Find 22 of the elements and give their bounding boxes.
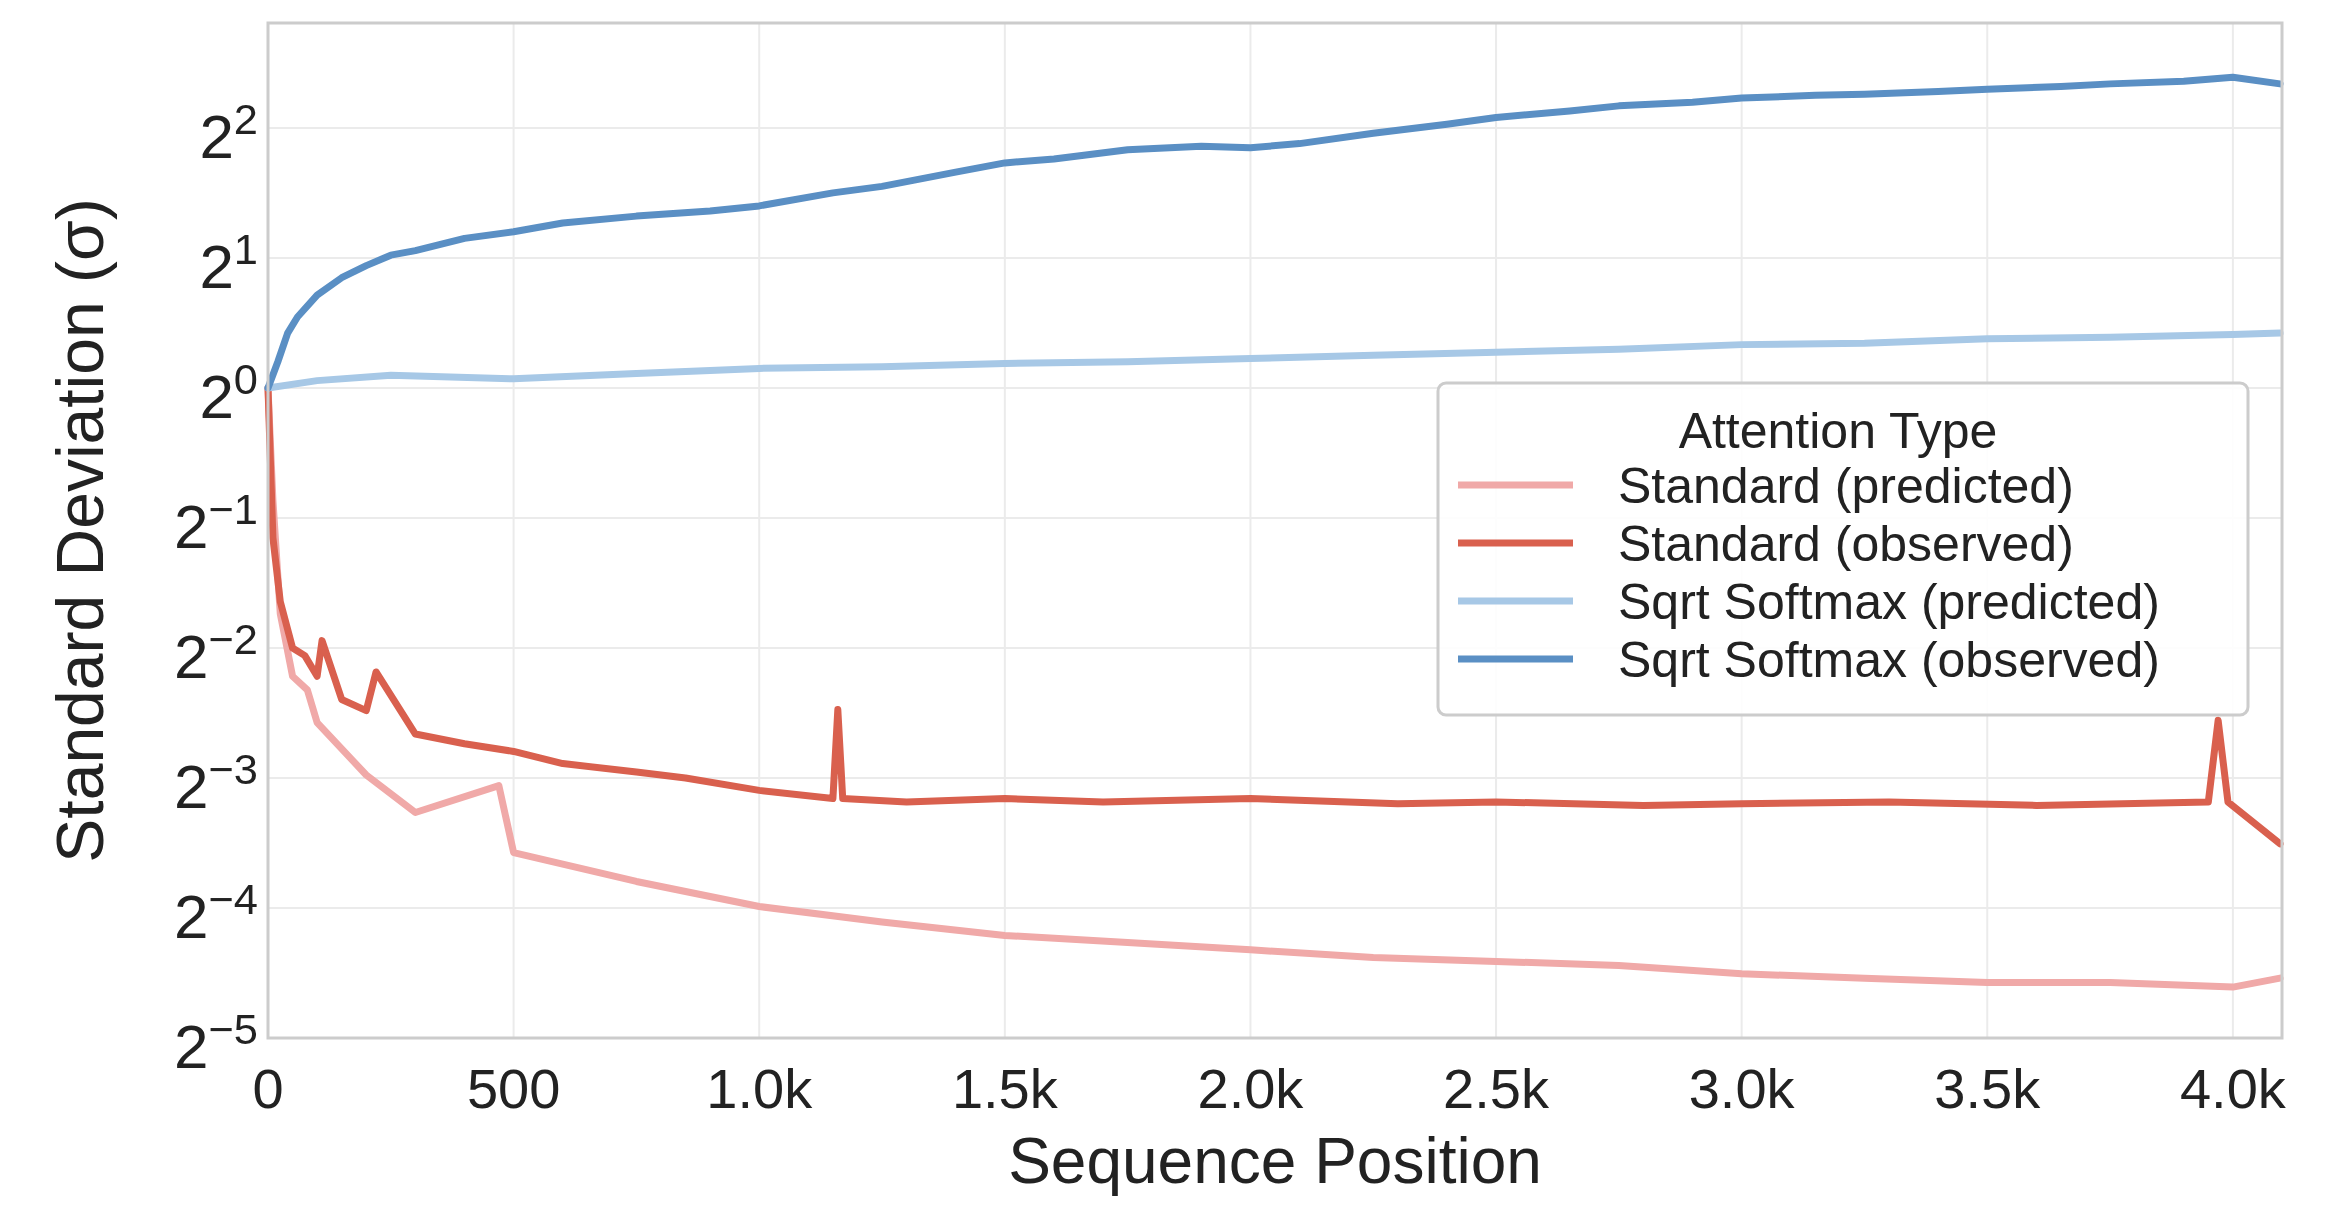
legend-label: Sqrt Softmax (observed) xyxy=(1618,632,2160,688)
x-tick-label: 1.5k xyxy=(951,1057,1059,1120)
legend-label: Standard (observed) xyxy=(1618,516,2074,572)
x-tick-label: 500 xyxy=(466,1057,561,1120)
legend-title: Attention Type xyxy=(1678,403,1998,459)
y-tick-label: 2$^{0}$ xyxy=(199,354,258,431)
y-tick-label: 2$^{−3}$ xyxy=(174,744,258,821)
x-axis-title: Sequence Position xyxy=(1008,1125,1542,1197)
x-tick-label: 3.0k xyxy=(1688,1057,1796,1120)
y-tick-label: 2$^{−2}$ xyxy=(174,614,258,691)
x-tick-label: 2.0k xyxy=(1197,1057,1305,1120)
x-tick-label: 4.0k xyxy=(2179,1057,2287,1120)
y-tick-label: 2$^{1}$ xyxy=(199,224,258,301)
y-tick-label: 2$^{−1}$ xyxy=(174,484,258,561)
y-axis-title: Standard Deviation (σ) xyxy=(43,198,117,863)
legend-label: Sqrt Softmax (predicted) xyxy=(1618,574,2160,630)
y-tick-label: 2$^{−4}$ xyxy=(174,874,258,951)
y-tick-label: 2$^{2}$ xyxy=(199,94,258,171)
x-tick-label: 2.5k xyxy=(1443,1057,1550,1120)
x-tick-label: 1.0k xyxy=(706,1057,814,1120)
x-tick-label: 3.5k xyxy=(1934,1057,2042,1120)
legend-label: Standard (predicted) xyxy=(1618,458,2074,514)
